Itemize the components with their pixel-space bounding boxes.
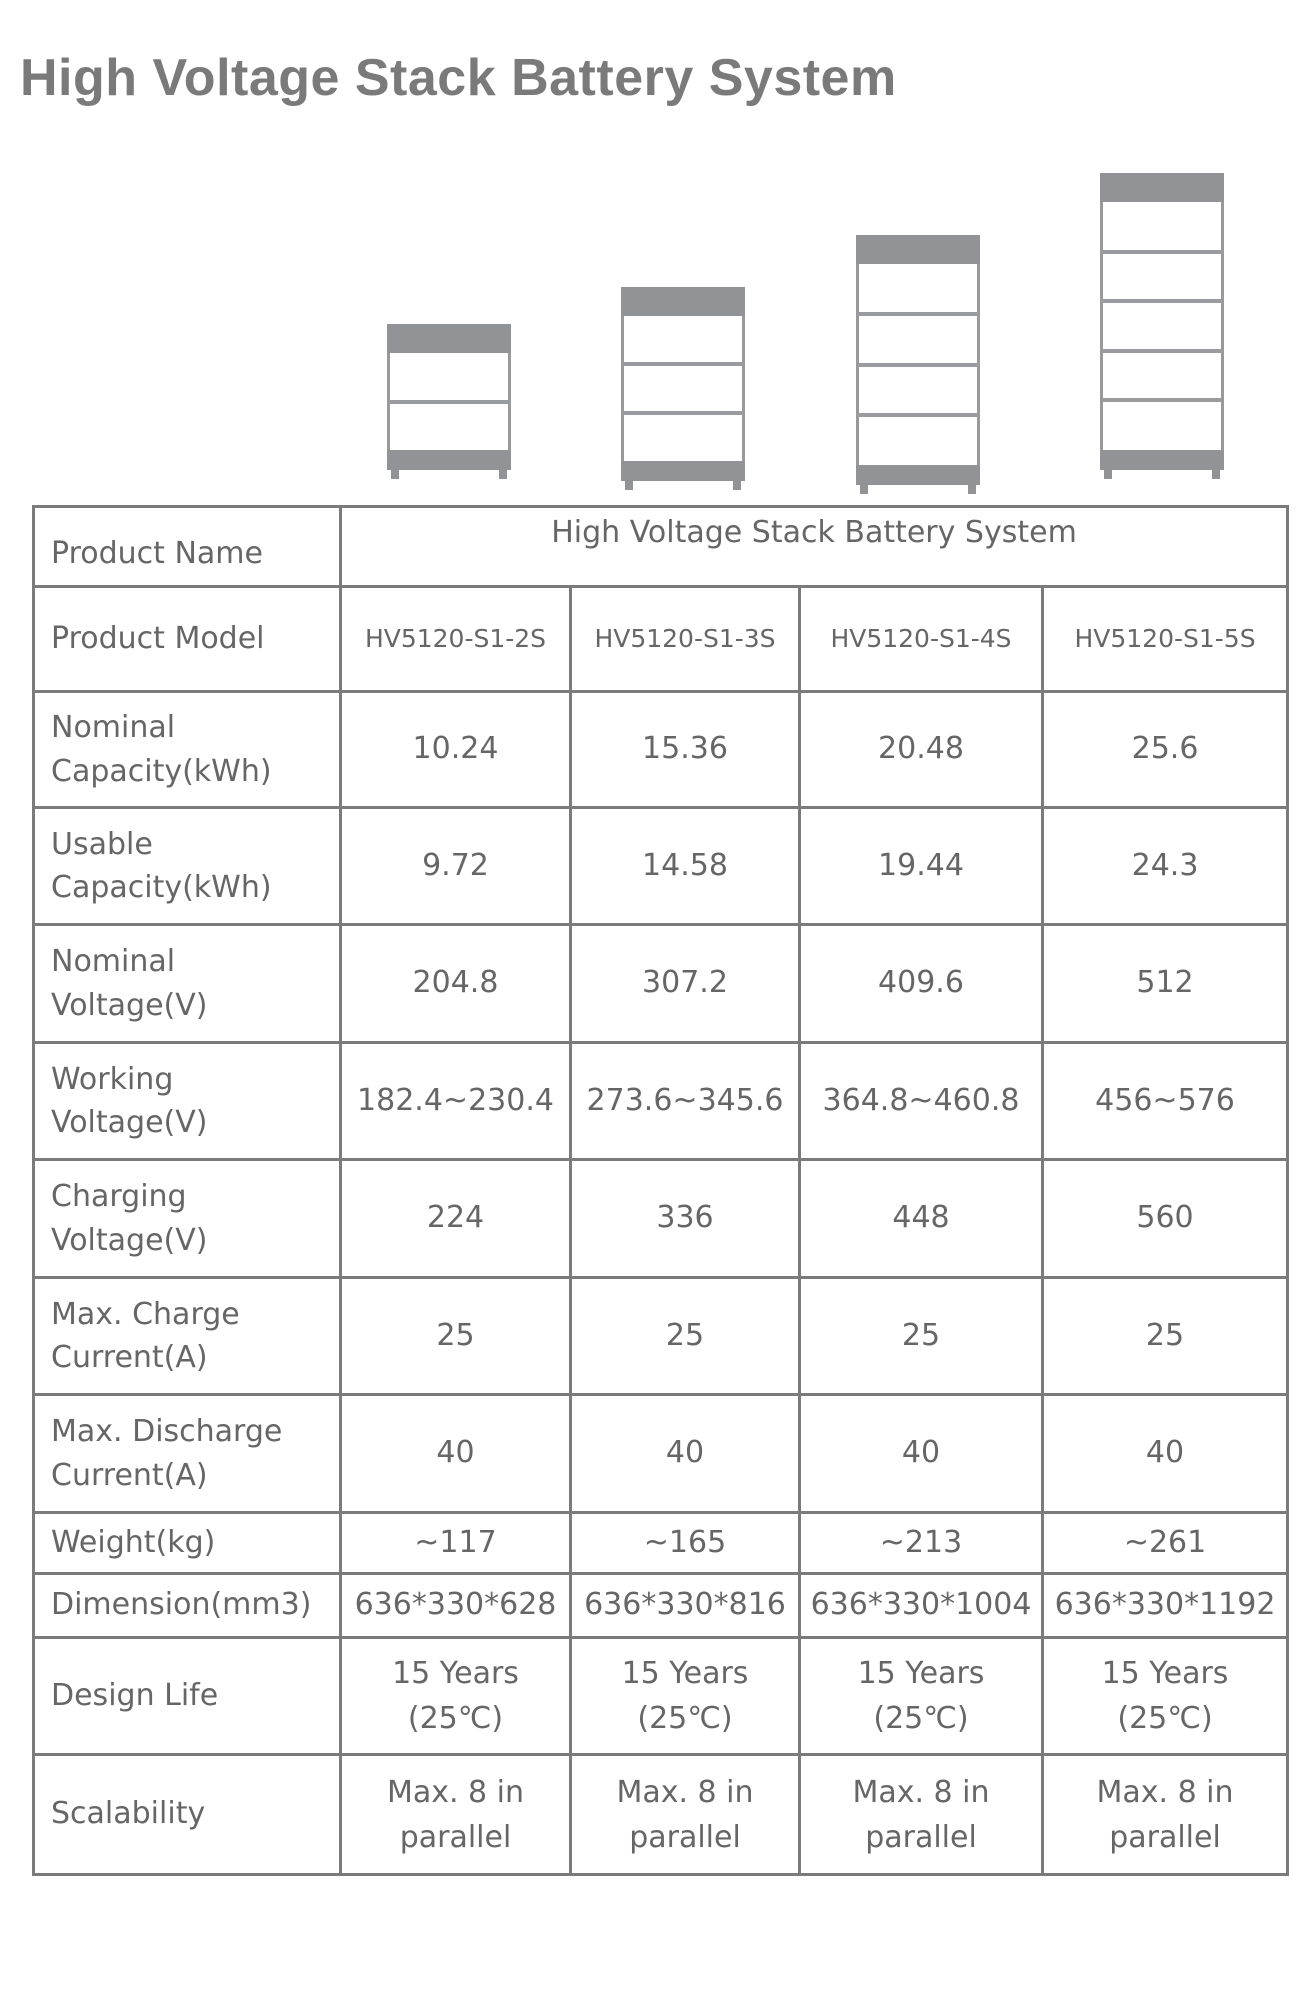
row-label: Design Life xyxy=(32,1636,342,1756)
value-cell: 40 xyxy=(1040,1393,1290,1514)
row-product-name: Product Name High Voltage Stack Battery … xyxy=(32,505,1290,588)
value-cell: ~117 xyxy=(339,1511,572,1575)
value-cell: 25 xyxy=(1040,1276,1290,1396)
value-cell: 25 xyxy=(798,1276,1044,1396)
row-label: Scalability xyxy=(32,1753,342,1876)
value-cell: 636*330*1004 xyxy=(798,1572,1044,1639)
value-cell: 25 xyxy=(339,1276,572,1396)
value-cell: 512 xyxy=(1040,923,1290,1044)
value-cell: Max. 8 in parallel xyxy=(339,1753,572,1876)
value-cell: 636*330*816 xyxy=(569,1572,801,1639)
value-cell: 20.48 xyxy=(798,690,1044,809)
value-cell: 10.24 xyxy=(339,690,572,809)
model-cell: HV5120-S1-2S xyxy=(339,585,572,693)
value-cell: Max. 8 in parallel xyxy=(1040,1753,1290,1876)
value-cell: 636*330*628 xyxy=(339,1572,572,1639)
value-cell: Max. 8 in parallel xyxy=(569,1753,801,1876)
value-cell: 409.6 xyxy=(798,923,1044,1044)
battery-stack-image xyxy=(1100,173,1224,480)
row-label: Charging Voltage(V) xyxy=(32,1158,342,1279)
value-cell: 456~576 xyxy=(1040,1041,1290,1161)
page-title: High Voltage Stack Battery System xyxy=(20,49,897,107)
value-cell: 204.8 xyxy=(339,923,572,1044)
battery-stack-image xyxy=(621,287,745,491)
value-cell: ~165 xyxy=(569,1511,801,1575)
row-label: Usable Capacity(kWh) xyxy=(32,806,342,926)
value-cell: 182.4~230.4 xyxy=(339,1041,572,1161)
spec-row: Max. Discharge Current(A) 40 40 40 40 xyxy=(32,1393,1290,1514)
value-cell: 273.6~345.6 xyxy=(569,1041,801,1161)
row-label: Product Model xyxy=(32,585,342,693)
value-cell: 560 xyxy=(1040,1158,1290,1279)
value-cell: 15.36 xyxy=(569,690,801,809)
spec-table: Product Name High Voltage Stack Battery … xyxy=(32,505,1290,1876)
spec-row: Nominal Capacity(kWh) 10.24 15.36 20.48 25.6 xyxy=(32,690,1290,809)
spec-row: Working Voltage(V) 182.4~230.4 273.6~345.6… xyxy=(32,1041,1290,1161)
value-cell: ~213 xyxy=(798,1511,1044,1575)
row-label: Max. Charge Current(A) xyxy=(32,1276,342,1396)
value-cell: 15 Years (25℃) xyxy=(569,1636,801,1756)
value-cell: 336 xyxy=(569,1158,801,1279)
value-cell: 14.58 xyxy=(569,806,801,926)
model-cell: HV5120-S1-5S xyxy=(1040,585,1290,693)
spec-row: Design Life 15 Years (25℃) 15 Years (25℃) 1… xyxy=(32,1636,1290,1756)
spec-row: Usable Capacity(kWh) 9.72 14.58 19.44 24.3 xyxy=(32,806,1290,926)
value-cell: 25.6 xyxy=(1040,690,1290,809)
value-cell: 15 Years (25℃) xyxy=(339,1636,572,1756)
battery-stack-image xyxy=(856,235,980,495)
value-cell: 9.72 xyxy=(339,806,572,926)
row-label: Nominal Voltage(V) xyxy=(32,923,342,1044)
spec-row: Weight(kg) ~117 ~165 ~213 ~261 xyxy=(32,1511,1290,1575)
spec-row: Max. Charge Current(A) 25 25 25 25 xyxy=(32,1276,1290,1396)
value-cell: 19.44 xyxy=(798,806,1044,926)
value-cell: 15 Years (25℃) xyxy=(1040,1636,1290,1756)
value-cell: ~261 xyxy=(1040,1511,1290,1575)
value-cell: 15 Years (25℃) xyxy=(798,1636,1044,1756)
spec-row: Scalability Max. 8 in parallel Max. 8 in p… xyxy=(32,1753,1290,1876)
product-name-value: High Voltage Stack Battery System xyxy=(338,505,1290,588)
model-cell: HV5120-S1-3S xyxy=(569,585,801,693)
value-cell: 224 xyxy=(339,1158,572,1279)
row-label: Working Voltage(V) xyxy=(32,1041,342,1161)
spec-row: Charging Voltage(V) 224 336 448 560 xyxy=(32,1158,1290,1279)
value-cell: Max. 8 in parallel xyxy=(798,1753,1044,1876)
row-product-model: Product Model HV5120-S1-2S HV5120-S1-3S … xyxy=(32,585,1290,693)
model-cell: HV5120-S1-4S xyxy=(798,585,1044,693)
spec-row: Dimension(mm3) 636*330*628 636*330*816 636*… xyxy=(32,1572,1290,1639)
value-cell: 40 xyxy=(569,1393,801,1514)
row-label: Weight(kg) xyxy=(32,1511,342,1575)
value-cell: 307.2 xyxy=(569,923,801,1044)
spec-row: Nominal Voltage(V) 204.8 307.2 409.6 512 xyxy=(32,923,1290,1044)
value-cell: 448 xyxy=(798,1158,1044,1279)
row-label: Max. Discharge Current(A) xyxy=(32,1393,342,1514)
value-cell: 636*330*1192 xyxy=(1040,1572,1290,1639)
value-cell: 24.3 xyxy=(1040,806,1290,926)
value-cell: 25 xyxy=(569,1276,801,1396)
row-label: Product Name xyxy=(32,505,342,588)
value-cell: 40 xyxy=(798,1393,1044,1514)
value-cell: 364.8~460.8 xyxy=(798,1041,1044,1161)
battery-stack-image xyxy=(387,324,511,480)
row-label: Dimension(mm3) xyxy=(32,1572,342,1639)
row-label: Nominal Capacity(kWh) xyxy=(32,690,342,809)
value-cell: 40 xyxy=(339,1393,572,1514)
